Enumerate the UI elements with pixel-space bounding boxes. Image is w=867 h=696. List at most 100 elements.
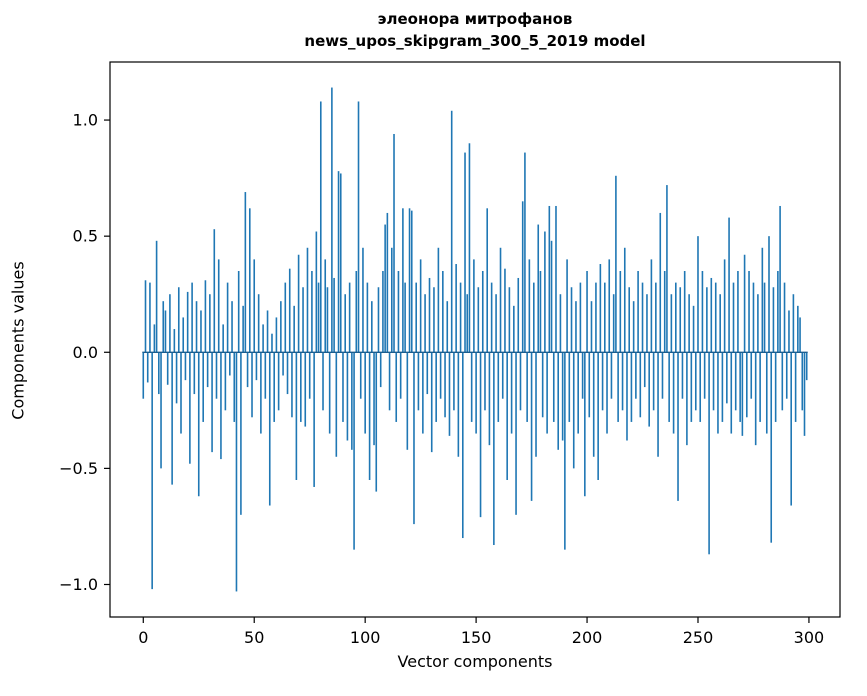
bar — [215, 352, 218, 399]
bar — [488, 352, 491, 446]
bar — [763, 282, 766, 353]
bar — [557, 352, 560, 450]
bar — [513, 305, 515, 353]
x-tick-label: 150 — [461, 628, 492, 647]
bar — [714, 282, 717, 353]
bar — [590, 301, 593, 353]
bar — [240, 352, 242, 515]
bar — [371, 301, 373, 353]
bar — [779, 205, 781, 353]
bar — [455, 264, 457, 353]
bar — [517, 277, 520, 353]
bar — [661, 352, 664, 399]
bar — [406, 352, 409, 450]
bar — [359, 352, 362, 399]
bar — [617, 352, 619, 422]
bar — [683, 271, 686, 353]
bar — [324, 259, 327, 353]
x-tick-label: 200 — [572, 628, 603, 647]
bar — [657, 352, 659, 457]
bar — [533, 282, 535, 353]
bar — [153, 324, 156, 353]
bar — [448, 352, 451, 436]
bar — [741, 352, 744, 436]
bar — [197, 352, 200, 497]
bar — [326, 287, 329, 353]
bar — [204, 280, 207, 353]
bar — [484, 352, 486, 411]
bar — [175, 352, 178, 404]
x-tick-label: 250 — [683, 628, 714, 647]
bar — [508, 287, 511, 353]
bar — [288, 268, 291, 353]
bar — [708, 352, 710, 555]
bar — [706, 287, 708, 353]
bar — [746, 352, 748, 418]
y-tick-label: 0.5 — [73, 227, 98, 246]
bar — [797, 305, 799, 353]
y-tick-label: −0.5 — [59, 459, 98, 478]
bar — [772, 287, 775, 353]
bar — [541, 352, 544, 418]
bar — [375, 352, 378, 492]
bar — [501, 352, 504, 399]
x-tick-label: 50 — [244, 628, 264, 647]
bar — [366, 282, 369, 353]
bar — [739, 352, 741, 422]
bar — [703, 352, 706, 399]
bar — [750, 352, 753, 399]
bar — [688, 294, 690, 353]
bar — [237, 271, 240, 353]
bar — [544, 231, 546, 353]
bar — [166, 352, 169, 385]
bar — [235, 352, 238, 592]
bar — [630, 352, 633, 422]
bar — [202, 352, 204, 422]
bar — [408, 208, 411, 353]
bar — [712, 352, 715, 411]
bar — [637, 271, 639, 353]
bar — [743, 254, 746, 353]
bar — [586, 271, 588, 353]
bar — [672, 352, 675, 434]
bar — [754, 352, 757, 446]
bar — [697, 236, 699, 353]
bar — [226, 282, 229, 353]
bar — [155, 240, 158, 353]
bar — [253, 259, 256, 353]
bar — [169, 294, 171, 353]
bar — [382, 271, 384, 353]
bar — [723, 259, 726, 353]
bar — [748, 271, 750, 353]
bar — [144, 280, 147, 353]
bar — [726, 352, 728, 404]
bar — [195, 301, 198, 353]
bar — [273, 352, 275, 422]
bar — [610, 352, 613, 399]
bar — [734, 352, 737, 411]
bar — [737, 271, 739, 353]
bar — [426, 352, 429, 395]
bar — [515, 352, 517, 515]
x-axis-label: Vector components — [397, 652, 553, 671]
bar — [422, 352, 424, 434]
bar — [799, 317, 801, 353]
bar — [761, 247, 764, 353]
bar — [257, 294, 260, 353]
bar — [164, 310, 167, 353]
bar — [384, 224, 386, 353]
bar — [284, 282, 287, 353]
bar — [308, 352, 311, 399]
bar — [486, 208, 488, 353]
bar — [632, 301, 635, 353]
bar — [663, 271, 666, 353]
bar — [189, 352, 191, 464]
bar — [681, 352, 684, 399]
bar — [497, 352, 500, 422]
bar — [641, 282, 644, 353]
bar — [268, 352, 271, 506]
bar — [211, 352, 213, 453]
bar — [701, 271, 704, 353]
bar — [213, 229, 216, 353]
bar — [200, 310, 202, 353]
